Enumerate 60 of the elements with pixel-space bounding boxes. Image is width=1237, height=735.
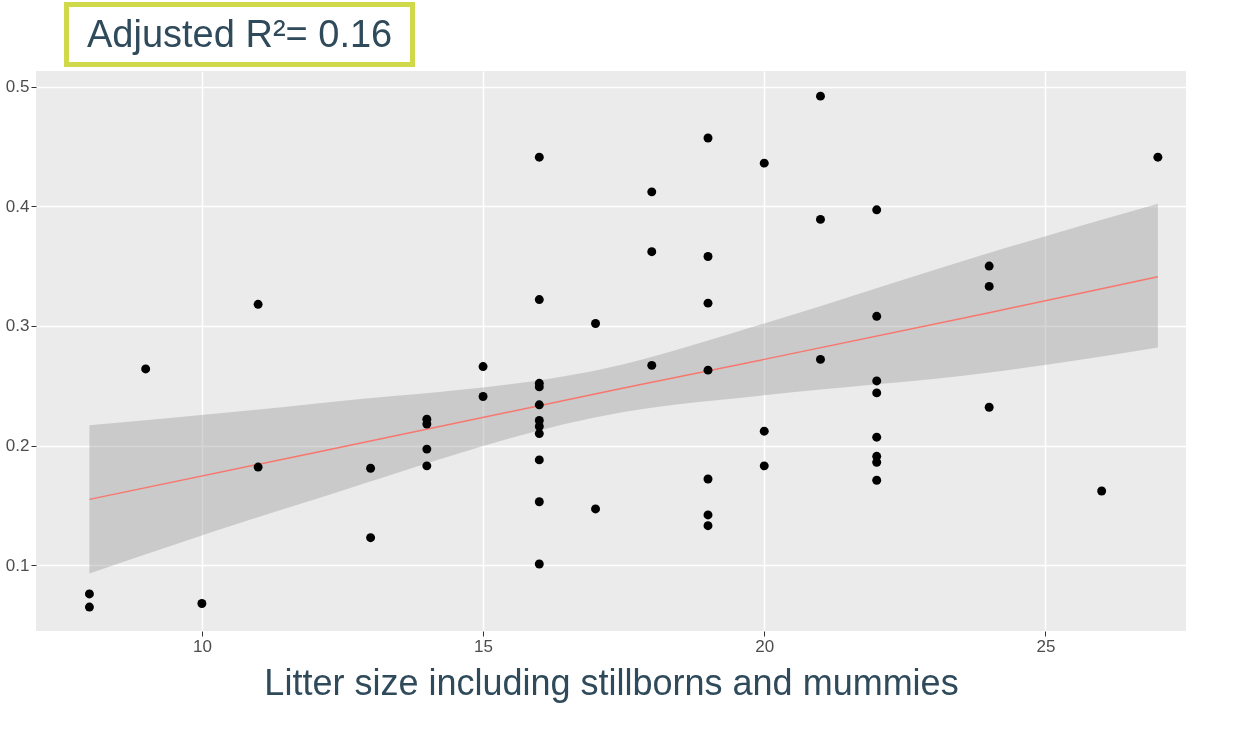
point — [141, 364, 151, 374]
point — [197, 599, 207, 608]
point — [816, 214, 825, 224]
point — [759, 426, 769, 436]
y-tick-label: 0.4 — [5, 196, 30, 216]
point — [816, 354, 825, 364]
point — [366, 533, 376, 543]
point — [703, 365, 713, 375]
point — [759, 158, 769, 168]
point — [534, 295, 544, 305]
point — [984, 402, 994, 412]
y-tick-label: 0.1 — [5, 555, 30, 575]
point — [647, 187, 657, 197]
point — [703, 252, 713, 261]
point — [591, 504, 601, 514]
point — [984, 261, 994, 271]
x-tick-label: 10 — [192, 636, 212, 656]
x-tick-label: 20 — [755, 636, 775, 656]
chart-title: Adjusted R²= 0.16 — [64, 2, 416, 67]
x-axis-title: Litter size including stillborns and mummies — [264, 661, 959, 703]
point — [534, 429, 544, 439]
point — [422, 461, 432, 471]
point — [253, 462, 263, 472]
point — [872, 388, 882, 398]
point — [703, 510, 713, 520]
point — [703, 474, 713, 484]
point — [534, 497, 544, 507]
y-tick-label: 0.3 — [5, 316, 30, 336]
point — [1097, 486, 1107, 496]
y-tick-label: 0.2 — [5, 436, 30, 456]
point — [984, 281, 994, 291]
point — [872, 432, 882, 442]
point — [84, 602, 94, 612]
point — [872, 376, 882, 386]
point — [591, 319, 601, 328]
point — [534, 152, 544, 162]
point — [872, 205, 882, 215]
point — [534, 455, 544, 465]
point — [703, 298, 713, 308]
point — [84, 589, 94, 599]
point — [366, 463, 376, 473]
point — [478, 362, 488, 372]
point — [534, 559, 544, 569]
line-series — [88, 276, 1159, 501]
point — [759, 461, 769, 471]
x-tick-label: 25 — [1036, 636, 1056, 656]
point — [1153, 152, 1163, 162]
point — [703, 521, 713, 531]
point — [422, 444, 432, 454]
point — [253, 299, 263, 309]
x-tick-label: 15 — [474, 636, 494, 656]
point — [872, 311, 882, 321]
point — [872, 475, 882, 485]
point — [647, 247, 657, 257]
point — [816, 91, 825, 101]
point — [703, 133, 713, 143]
point — [647, 360, 657, 370]
y-tick-label: 0.5 — [5, 77, 30, 97]
point — [478, 392, 488, 401]
point — [534, 400, 544, 410]
